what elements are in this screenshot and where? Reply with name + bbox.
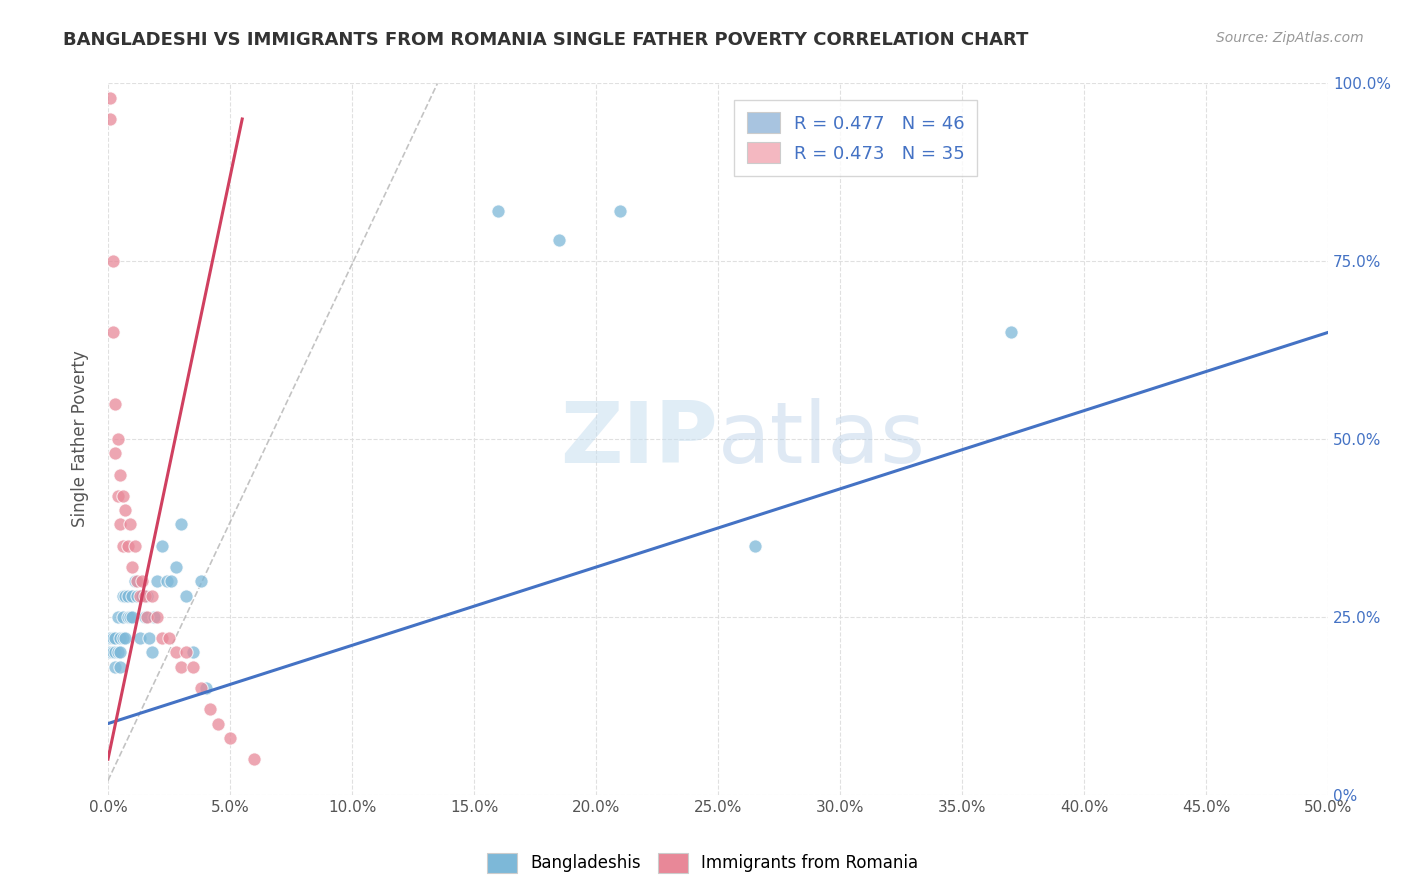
Point: [143, 610, 166, 624]
Point: [118, 517, 141, 532]
Point: [117, 610, 139, 624]
Point: [114, 589, 136, 603]
Point: [108, 645, 131, 659]
Point: [114, 503, 136, 517]
Point: [128, 589, 150, 603]
Point: [548, 233, 571, 247]
Point: [150, 631, 173, 645]
Point: [194, 681, 217, 695]
Point: [124, 539, 146, 553]
Point: [609, 204, 631, 219]
Point: [107, 645, 129, 659]
Point: [107, 489, 129, 503]
Point: [108, 517, 131, 532]
Point: [108, 659, 131, 673]
Point: [170, 659, 193, 673]
Point: [150, 539, 173, 553]
Point: [121, 560, 143, 574]
Point: [131, 589, 153, 603]
Point: [174, 589, 197, 603]
Point: [117, 539, 139, 553]
Point: [127, 574, 149, 589]
Point: [101, 631, 124, 645]
Point: [146, 574, 169, 589]
Text: ZIP: ZIP: [561, 398, 718, 481]
Point: [104, 446, 127, 460]
Point: [100, 631, 122, 645]
Point: [104, 645, 127, 659]
Point: [744, 539, 766, 553]
Point: [219, 731, 242, 745]
Legend: Bangladeshis, Immigrants from Romania: Bangladeshis, Immigrants from Romania: [481, 847, 925, 880]
Point: [111, 631, 134, 645]
Point: [121, 610, 143, 624]
Point: [118, 610, 141, 624]
Point: [111, 489, 134, 503]
Point: [1000, 326, 1022, 340]
Point: [100, 90, 122, 104]
Point: [117, 589, 139, 603]
Point: [131, 574, 153, 589]
Point: [128, 631, 150, 645]
Point: [134, 610, 156, 624]
Point: [207, 716, 229, 731]
Point: [243, 752, 266, 766]
Point: [141, 645, 163, 659]
Point: [101, 645, 124, 659]
Point: [174, 645, 197, 659]
Point: [108, 631, 131, 645]
Point: [127, 589, 149, 603]
Point: [165, 645, 187, 659]
Point: [138, 631, 160, 645]
Point: [104, 396, 127, 410]
Point: [134, 589, 156, 603]
Point: [101, 254, 124, 268]
Point: [107, 610, 129, 624]
Point: [136, 610, 159, 624]
Y-axis label: Single Father Poverty: Single Father Poverty: [72, 351, 89, 527]
Point: [183, 659, 205, 673]
Point: [165, 560, 187, 574]
Point: [124, 574, 146, 589]
Point: [111, 589, 134, 603]
Point: [111, 610, 134, 624]
Point: [488, 204, 510, 219]
Point: [100, 112, 122, 126]
Point: [160, 574, 183, 589]
Legend: R = 0.477   N = 46, R = 0.473   N = 35: R = 0.477 N = 46, R = 0.473 N = 35: [734, 100, 977, 176]
Text: BANGLADESHI VS IMMIGRANTS FROM ROMANIA SINGLE FATHER POVERTY CORRELATION CHART: BANGLADESHI VS IMMIGRANTS FROM ROMANIA S…: [63, 31, 1029, 49]
Point: [141, 589, 163, 603]
Point: [121, 589, 143, 603]
Point: [108, 467, 131, 482]
Point: [104, 631, 127, 645]
Point: [200, 702, 222, 716]
Point: [183, 645, 205, 659]
Point: [107, 432, 129, 446]
Point: [104, 659, 127, 673]
Point: [155, 574, 177, 589]
Text: atlas: atlas: [718, 398, 927, 481]
Point: [190, 681, 212, 695]
Text: Source: ZipAtlas.com: Source: ZipAtlas.com: [1216, 31, 1364, 45]
Point: [190, 574, 212, 589]
Point: [146, 610, 169, 624]
Point: [157, 631, 180, 645]
Point: [114, 631, 136, 645]
Point: [111, 539, 134, 553]
Point: [101, 326, 124, 340]
Point: [100, 645, 122, 659]
Point: [136, 589, 159, 603]
Point: [170, 517, 193, 532]
